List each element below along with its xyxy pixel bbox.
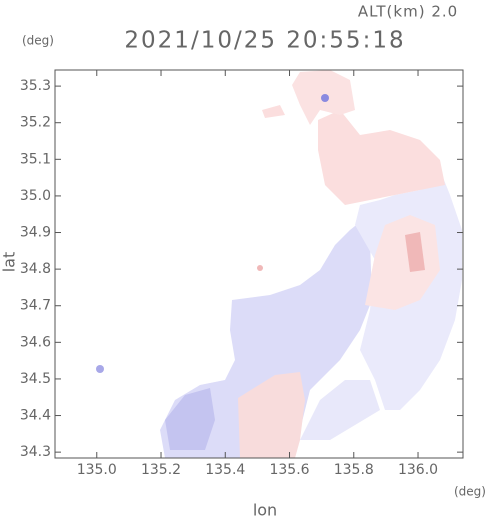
plot-frame xyxy=(54,69,464,459)
x-tick-label: 135.6 xyxy=(269,462,309,478)
y-tick-label: 35.1 xyxy=(20,151,51,167)
y-tick-label: 34.3 xyxy=(20,444,51,460)
y-tick-label: 34.8 xyxy=(20,261,51,277)
y-tick-label: 34.6 xyxy=(20,334,51,350)
y-tick-label: 35.3 xyxy=(20,78,51,94)
y-tick-label: 34.5 xyxy=(20,371,51,387)
y-tick-label: 35.2 xyxy=(20,115,51,131)
y-tick-label: 35.0 xyxy=(20,188,51,204)
subtitle: ALT(km) 2.0 xyxy=(358,3,458,21)
x-tick-label: 135.2 xyxy=(141,462,181,478)
x-axis-label: lon xyxy=(253,501,277,520)
y-axis-label: lat xyxy=(0,252,19,273)
radar-echo xyxy=(96,70,462,458)
y-tick-label: 34.4 xyxy=(20,408,51,424)
y-tick-label: 34.7 xyxy=(20,298,51,314)
chart-title: 2021/10/25 20:55:18 xyxy=(124,28,405,54)
x-tick-label: 136.0 xyxy=(398,462,438,478)
y-tick-label: 34.9 xyxy=(20,225,51,241)
x-tick-label: 135.0 xyxy=(77,462,117,478)
x-tick-label: 135.4 xyxy=(205,462,245,478)
x-unit: (deg) xyxy=(454,485,486,499)
x-tick-label: 135.8 xyxy=(334,462,374,478)
y-unit: (deg) xyxy=(22,34,54,48)
